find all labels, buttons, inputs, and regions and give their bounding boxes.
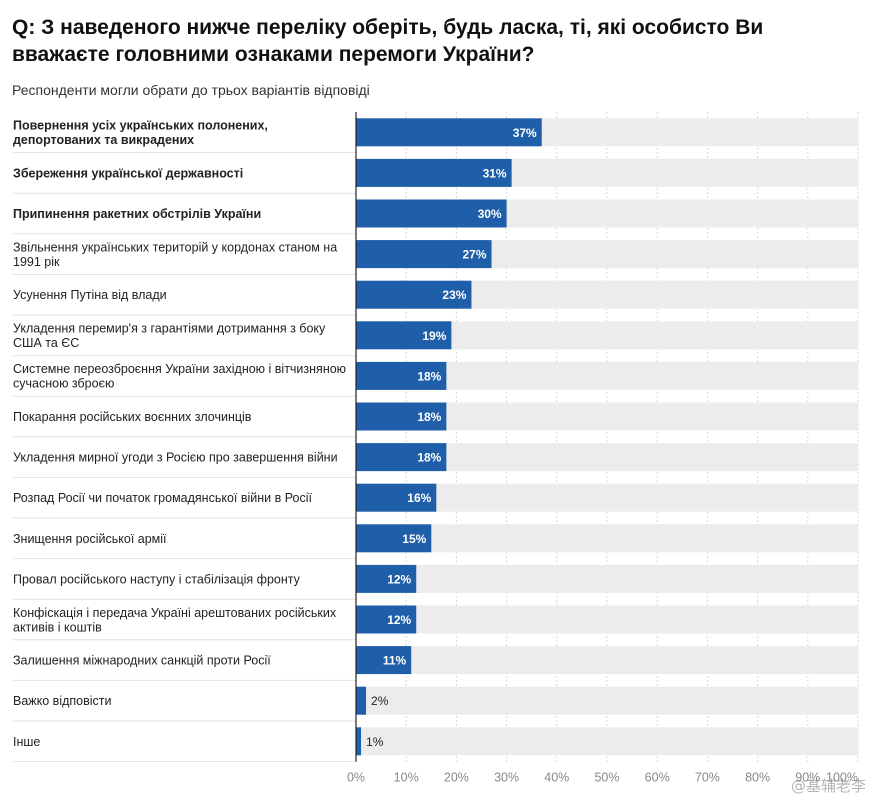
bar-track bbox=[356, 646, 858, 675]
category-label: Повернення усіх українських полонених, де… bbox=[13, 119, 268, 148]
x-tick-label: 40% bbox=[544, 771, 569, 785]
bar bbox=[356, 727, 362, 756]
bar-track bbox=[356, 686, 858, 715]
category-label: Припинення ракетних обстрілів України bbox=[13, 207, 261, 221]
chart-title: Q: З наведеного нижче переліку оберіть, … bbox=[12, 16, 764, 66]
bar-value-label: 27% bbox=[463, 248, 487, 262]
x-tick-label: 20% bbox=[444, 771, 469, 785]
category-label: Збереження української державності bbox=[13, 166, 243, 180]
bar-value-label: 1% bbox=[366, 735, 384, 749]
category-label: Покарання російських воєнних злочинців bbox=[13, 410, 252, 424]
watermark: @基辅老李 bbox=[790, 777, 866, 795]
x-tick-label: 70% bbox=[695, 771, 720, 785]
category-label: Провал російського наступу і стабілізаці… bbox=[13, 572, 301, 586]
category-label: Залишення міжнародних санкцій проти Росі… bbox=[13, 654, 271, 668]
x-tick-label: 0% bbox=[347, 771, 365, 785]
x-tick-label: 60% bbox=[645, 771, 670, 785]
x-tick-label: 90% bbox=[795, 771, 820, 785]
bar-track bbox=[356, 524, 858, 553]
bar bbox=[356, 321, 452, 350]
x-tick-label: 30% bbox=[494, 771, 519, 785]
bar bbox=[356, 524, 432, 553]
bar-value-label: 30% bbox=[478, 207, 502, 221]
category-label: Інше bbox=[13, 735, 40, 749]
chart-subtitle: Респонденти могли обрати до трьох варіан… bbox=[12, 82, 370, 98]
bar-value-label: 18% bbox=[417, 410, 441, 424]
bar-value-label: 31% bbox=[483, 166, 507, 180]
bar bbox=[356, 605, 417, 634]
bar-value-label: 18% bbox=[417, 451, 441, 465]
bar bbox=[356, 280, 472, 309]
bar-value-label: 12% bbox=[387, 572, 411, 586]
bar bbox=[356, 646, 412, 675]
bar-track bbox=[356, 483, 858, 512]
bar bbox=[356, 240, 492, 269]
category-label: Знищення російської армії bbox=[13, 532, 167, 546]
bar-value-label: 18% bbox=[417, 369, 441, 383]
x-tick-label: 80% bbox=[745, 771, 770, 785]
category-label: Укладення мирної угоди з Росією про заве… bbox=[13, 451, 338, 465]
bar bbox=[356, 158, 512, 187]
x-tick-label: 100% bbox=[826, 771, 858, 785]
category-label: Розпад Росії чи початок громадянської ві… bbox=[13, 491, 312, 505]
bar bbox=[356, 361, 447, 390]
bar-track bbox=[356, 564, 858, 593]
bar-value-label: 2% bbox=[371, 694, 389, 708]
category-label: Важко відповісти bbox=[13, 694, 112, 708]
bar bbox=[356, 402, 447, 431]
category-label: Системне переозброєння України західною … bbox=[13, 362, 346, 391]
category-label: Усунення Путіна від влади bbox=[13, 288, 167, 302]
category-label: Укладення перемир'я з гарантіями дотрима… bbox=[13, 322, 326, 351]
bar-value-label: 37% bbox=[513, 126, 537, 140]
category-label: Звільнення українських територій у кордо… bbox=[13, 240, 337, 269]
bar-track bbox=[356, 605, 858, 634]
bar-value-label: 16% bbox=[407, 491, 431, 505]
bar bbox=[356, 118, 542, 147]
x-tick-label: 50% bbox=[594, 771, 619, 785]
bar-value-label: 11% bbox=[383, 654, 407, 668]
bar-value-label: 23% bbox=[442, 288, 466, 302]
bar bbox=[356, 564, 417, 593]
bar bbox=[356, 199, 507, 228]
x-tick-label: 10% bbox=[394, 771, 419, 785]
bar bbox=[356, 443, 447, 472]
bar-value-label: 19% bbox=[422, 329, 446, 343]
bar-value-label: 12% bbox=[387, 613, 411, 627]
category-label: Конфіскація і передача Україні арештован… bbox=[13, 606, 337, 635]
bar-value-label: 15% bbox=[402, 532, 426, 546]
bar bbox=[356, 483, 437, 512]
bar bbox=[356, 686, 367, 715]
bar-track bbox=[356, 727, 858, 756]
